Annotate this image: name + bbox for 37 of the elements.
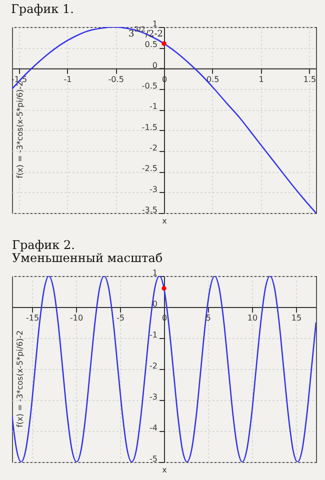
chart-subtitle: Уменьшенный масштаб: [12, 251, 163, 265]
y-tick-label: -1: [150, 330, 158, 340]
y-tick-label: 1: [152, 20, 158, 28]
line-series: [12, 276, 316, 462]
x-tick-label: -10: [70, 314, 84, 322]
x-tick-label: 10: [247, 314, 258, 322]
x-tick-label: 5: [206, 314, 212, 322]
y-tick-label: -4: [150, 424, 158, 432]
y-tick-label: -3: [150, 184, 158, 194]
y-tick-label: -3: [150, 392, 158, 402]
y-tick-label: -2: [150, 144, 158, 152]
y-tick-label: -3.5: [142, 206, 158, 214]
x-axis-title: x: [162, 216, 168, 226]
y-tick-label: -1: [150, 102, 158, 112]
y-tick-label: -5: [150, 454, 158, 464]
y-tick-label: -2: [150, 362, 158, 370]
y-tick-label: 0: [152, 60, 158, 70]
chart-title: График 1.: [10, 2, 74, 16]
y-tick-label: -2.5: [142, 164, 158, 174]
x-tick-label: 1: [258, 74, 264, 84]
y-tick-label: 0: [152, 300, 158, 308]
y-tick-label: -0.5: [142, 82, 158, 90]
y-tick-label: 0.5: [144, 40, 158, 50]
x-tick-label: -15: [26, 314, 40, 322]
chart-title: График 2.: [12, 238, 75, 252]
x-tick-label: 1.5: [303, 74, 316, 84]
x-tick-label: -0.5: [108, 74, 124, 84]
line-series: [12, 27, 316, 213]
y-tick-label: 1: [152, 268, 158, 278]
x-tick-label: -5: [116, 314, 125, 322]
y-tick-label: -1.5: [142, 122, 158, 132]
x-tick-label: 15: [291, 314, 302, 322]
x-axis-title: x: [162, 466, 168, 474]
x-tick-label: -1: [64, 74, 72, 84]
y-axis-title: f(x) = -3*cos(x-5*pi/6)-2: [16, 81, 24, 178]
y-axis-title: f(x) = -3*cos(x-5*pi/6)-2: [16, 330, 24, 428]
x-tick-label: 0.5: [206, 74, 220, 84]
